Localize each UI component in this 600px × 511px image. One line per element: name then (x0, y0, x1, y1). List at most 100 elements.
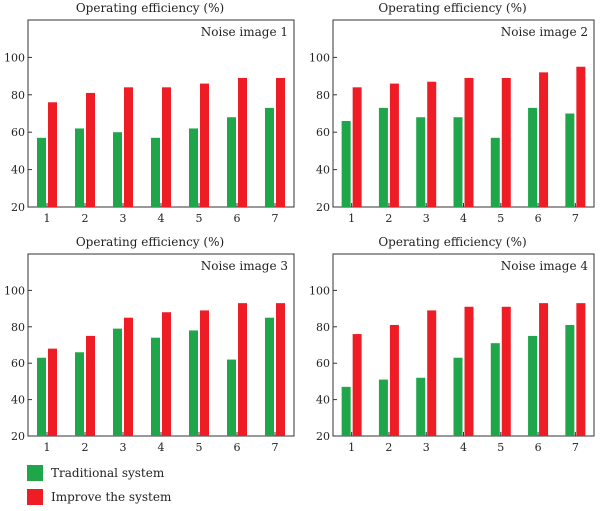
x-tick-label: 5 (497, 441, 504, 454)
legend-swatch-improved (27, 489, 43, 505)
x-tick-label: 4 (460, 212, 467, 225)
bar-improved (48, 348, 57, 436)
x-tick-label: 3 (120, 212, 127, 225)
x-tick-label: 5 (196, 212, 203, 225)
chart-title: Operating efficiency (%) (75, 235, 225, 249)
plot-frame (332, 19, 595, 208)
x-tick-label: 6 (234, 441, 241, 454)
bar-traditional (453, 117, 463, 207)
bar-traditional (151, 337, 160, 436)
y-tick-label: 100 (4, 284, 25, 297)
bar-improved (389, 324, 399, 436)
bar-traditional (189, 330, 198, 436)
x-tick-label: 2 (82, 441, 89, 454)
bar-improved (86, 335, 95, 436)
chart-panel-1: Operating efficiency (%) 20 40 60 80 100 1 2 3 4… (0, 0, 300, 230)
bar-improved (276, 303, 285, 436)
y-tick-label: 60 (11, 357, 25, 370)
bar-improved (576, 66, 586, 207)
chart-title: Operating efficiency (%) (378, 1, 527, 15)
x-tick-label: 1 (348, 212, 355, 225)
legend-item-improved: Improve the system (27, 487, 171, 507)
bar-improved (276, 77, 285, 207)
bar-traditional (227, 117, 236, 207)
x-tick-label: 2 (82, 212, 89, 225)
bar-traditional (416, 377, 426, 436)
y-tick-label: 20 (11, 430, 25, 443)
bar-traditional (528, 335, 538, 436)
bar-improved (162, 87, 171, 207)
y-tick-label: 20 (11, 201, 25, 214)
panel-annotation: Noise image 2 (501, 25, 588, 39)
bar-improved (238, 77, 247, 207)
chart-panel-2: Operating efficiency (%) 20 40 60 80 100 1 2 3 4… (305, 0, 600, 230)
plot-frame (27, 253, 295, 437)
y-tick-label: 100 (4, 51, 25, 64)
x-tick-label: 5 (497, 212, 504, 225)
y-tick-label: 40 (316, 164, 330, 177)
y-tick-label: 100 (309, 51, 330, 64)
y-tick-label: 40 (11, 164, 25, 177)
panel-annotation: Noise image 3 (201, 259, 288, 273)
bar-improved (352, 334, 362, 436)
legend-label: Traditional system (51, 466, 165, 480)
chart-title: Operating efficiency (%) (378, 235, 527, 249)
x-tick-label: 7 (572, 441, 579, 454)
bar-chart-4: 20 40 60 80 100 1 2 3 4 5 6 7 Noise image 4 (309, 253, 595, 454)
plot-frame (27, 19, 295, 208)
y-tick-label: 40 (316, 394, 330, 407)
bar-traditional (528, 107, 538, 207)
bar-improved (124, 87, 133, 207)
bar-traditional (113, 132, 122, 207)
y-tick-label: 80 (11, 321, 25, 334)
y-tick-label: 100 (309, 284, 330, 297)
y-tick-label: 60 (316, 126, 330, 139)
bar-improved (501, 306, 511, 436)
bar-improved (352, 87, 362, 207)
bar-traditional (341, 120, 351, 207)
y-tick-label: 60 (11, 126, 25, 139)
bar-traditional (453, 357, 463, 436)
bar-chart-2: 20 40 60 80 100 1 2 3 4 5 6 7 Noise image 2 (309, 19, 595, 225)
bar-improved (162, 312, 171, 436)
chart-panel-3: Operating efficiency (%) 20 40 60 80 100 1 2 3 4… (0, 234, 300, 459)
bar-improved (427, 310, 437, 436)
panel-annotation: Noise image 1 (201, 25, 288, 39)
bar-traditional (75, 128, 84, 207)
y-tick-label: 80 (316, 321, 330, 334)
x-tick-label: 3 (423, 441, 430, 454)
x-tick-label: 3 (120, 441, 127, 454)
x-tick-label: 5 (196, 441, 203, 454)
x-tick-label: 1 (44, 441, 51, 454)
x-tick-label: 4 (158, 212, 165, 225)
bar-improved (539, 72, 549, 207)
x-tick-label: 1 (44, 212, 51, 225)
bar-improved (48, 102, 57, 207)
bar-improved (464, 306, 474, 436)
x-tick-label: 7 (272, 212, 279, 225)
y-tick-label: 80 (11, 89, 25, 102)
x-tick-label: 1 (348, 441, 355, 454)
bar-traditional (113, 328, 122, 436)
bar-traditional (341, 386, 351, 436)
bar-traditional (37, 137, 46, 207)
x-tick-label: 6 (535, 212, 542, 225)
y-tick-label: 40 (11, 394, 25, 407)
x-tick-label: 7 (572, 212, 579, 225)
chart-panel-4: Operating efficiency (%) 20 40 60 80 100 1 2 3 4… (305, 234, 600, 459)
y-tick-label: 80 (316, 89, 330, 102)
legend-item-traditional: Traditional system (27, 463, 171, 483)
legend-label: Improve the system (51, 490, 172, 504)
y-tick-label: 20 (316, 430, 330, 443)
y-tick-label: 20 (316, 201, 330, 214)
bar-improved (464, 77, 474, 207)
bar-traditional (378, 107, 388, 207)
bar-traditional (565, 324, 575, 436)
bar-traditional (565, 113, 575, 207)
bar-traditional (265, 107, 274, 207)
bar-improved (86, 92, 95, 207)
bar-traditional (490, 343, 500, 436)
bar-chart-3: 20 40 60 80 100 1 2 3 4 5 6 7 Noise image 3 (4, 253, 295, 454)
bar-improved (389, 83, 399, 207)
x-tick-label: 4 (158, 441, 165, 454)
